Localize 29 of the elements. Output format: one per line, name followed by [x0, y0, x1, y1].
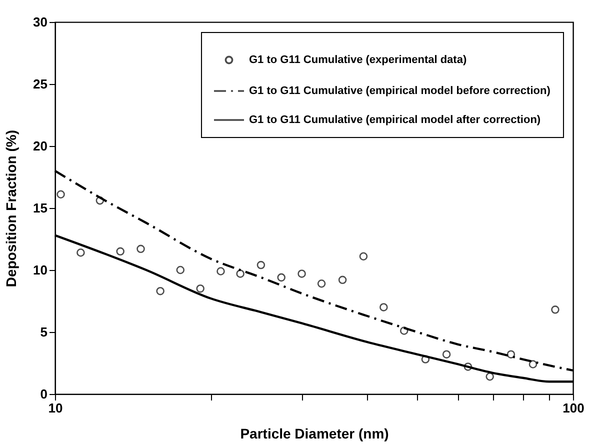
x-axis-title: Particle Diameter (nm): [240, 426, 389, 442]
point: [216, 267, 225, 276]
legend-label: G1 to G11 Cumulative (empirical model after correction): [249, 114, 541, 126]
y-tick-label: 30: [33, 14, 48, 30]
y-tick-label: 15: [33, 200, 48, 216]
point: [400, 326, 408, 335]
legend-label: G1 to G11 Cumulative (experimental data): [249, 54, 467, 66]
point: [176, 266, 185, 274]
y-tick-label: 10: [33, 262, 48, 278]
point: [136, 244, 145, 254]
x-tick-label: 100: [562, 400, 584, 416]
point: [256, 260, 266, 270]
y-tick-label: 20: [33, 138, 48, 154]
point: [338, 276, 347, 284]
legend-label: G1 to G11 Cumulative (empirical model before correction): [249, 85, 551, 97]
point: [359, 252, 368, 260]
y-axis-title: Deposition Fraction (%): [3, 130, 20, 288]
y-tick-label: 5: [40, 324, 48, 340]
point: [277, 273, 286, 282]
point: [96, 196, 104, 205]
point: [298, 270, 306, 278]
point: [116, 247, 124, 256]
y-tick-label: 25: [33, 76, 48, 92]
point: [317, 280, 326, 288]
point: [380, 303, 388, 312]
point: [236, 270, 244, 278]
y-tick-label: 0: [40, 386, 48, 402]
point: [196, 284, 204, 293]
point: [156, 286, 164, 296]
